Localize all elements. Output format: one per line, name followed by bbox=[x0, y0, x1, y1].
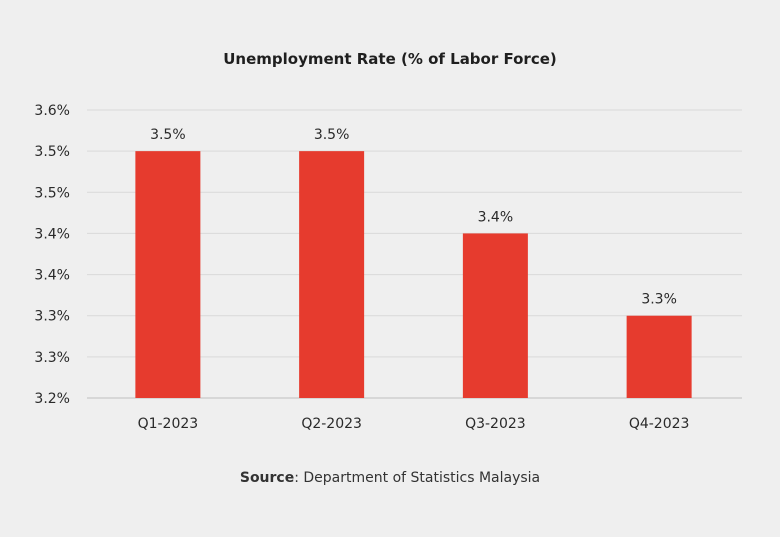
source-text: : Department of Statistics Malaysia bbox=[294, 470, 541, 486]
x-category-label: Q4-2023 bbox=[629, 416, 690, 432]
x-category-label: Q2-2023 bbox=[301, 416, 362, 432]
bar-q3-2023 bbox=[462, 233, 528, 398]
bar-value-label: 3.4% bbox=[478, 209, 514, 225]
y-tick-label: 3.3% bbox=[34, 350, 70, 366]
y-tick-label: 3.5% bbox=[34, 185, 70, 201]
bar-q4-2023 bbox=[626, 315, 692, 398]
y-tick-label: 3.6% bbox=[34, 103, 70, 119]
bar-q1-2023 bbox=[135, 151, 201, 398]
y-tick-label: 3.5% bbox=[34, 144, 70, 160]
x-category-label: Q3-2023 bbox=[465, 416, 526, 432]
bar-value-label: 3.5% bbox=[314, 127, 350, 143]
y-tick-label: 3.4% bbox=[34, 268, 70, 284]
y-tick-label: 3.4% bbox=[34, 226, 70, 242]
bar-value-label: 3.5% bbox=[150, 127, 186, 143]
source-note: Source: Department of Statistics Malaysi… bbox=[0, 470, 780, 486]
y-axis-tick-labels: 3.2% 3.3% 3.3% 3.4% 3.4% 3.5% 3.5% 3.6% bbox=[34, 103, 70, 407]
y-tick-label: 3.2% bbox=[34, 391, 70, 407]
bar-value-labels: 3.5% 3.5% 3.4% 3.3% bbox=[150, 127, 677, 308]
x-category-label: Q1-2023 bbox=[138, 416, 199, 432]
bars bbox=[135, 151, 692, 398]
source-label: Source bbox=[239, 470, 295, 486]
y-tick-label: 3.3% bbox=[34, 309, 70, 325]
bar-q2-2023 bbox=[299, 151, 365, 398]
chart-title: Unemployment Rate (% of Labor Force) bbox=[223, 50, 557, 68]
bar-value-label: 3.3% bbox=[641, 292, 677, 308]
x-axis-category-labels: Q1-2023 Q2-2023 Q3-2023 Q4-2023 bbox=[138, 416, 690, 432]
